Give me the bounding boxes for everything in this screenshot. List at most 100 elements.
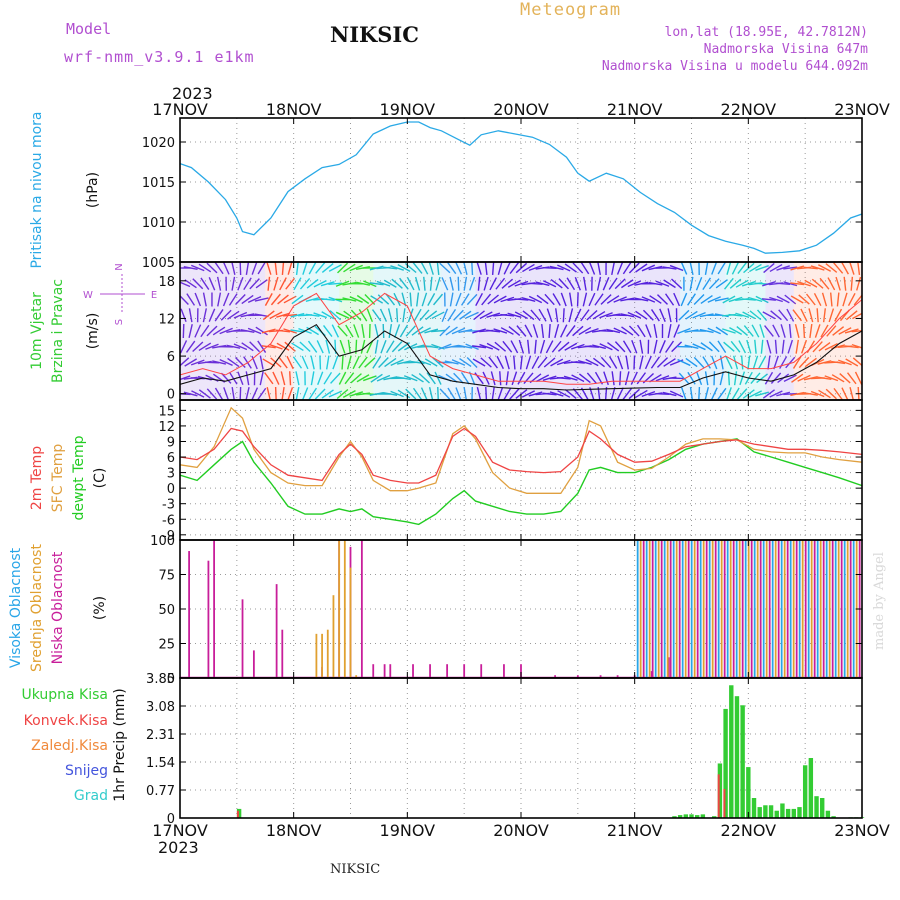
wind-barb xyxy=(475,293,483,306)
wind-barb xyxy=(499,371,502,386)
wind-barb xyxy=(460,293,470,306)
wind-barb xyxy=(289,371,292,386)
wind-barb xyxy=(752,355,759,370)
station-altitude: Nadmorska Visina 647m xyxy=(703,42,868,57)
wind-barb xyxy=(220,309,232,321)
wind-barb xyxy=(391,341,403,353)
wind-barb xyxy=(183,391,198,397)
wind-barb xyxy=(656,357,669,368)
wind-barb xyxy=(588,292,596,307)
wind-speed-line xyxy=(180,323,862,391)
wind-unit: (m/s) xyxy=(85,313,101,350)
wind-barb xyxy=(490,371,496,386)
wind-barb xyxy=(582,292,588,307)
wind-barb xyxy=(819,277,830,290)
y-tick-label: 1015 xyxy=(142,176,175,191)
x-tick-label-bottom: 23NOV xyxy=(834,821,890,840)
wind-barb xyxy=(321,263,334,273)
wind-barb xyxy=(266,387,271,400)
wind-barb xyxy=(627,311,641,319)
y-tick-label: 0 xyxy=(167,482,175,497)
wind-barb xyxy=(430,329,446,333)
wind-barb xyxy=(812,341,823,353)
wind-barb xyxy=(737,388,748,400)
wind-barb xyxy=(791,373,804,383)
wind-barb xyxy=(613,327,627,335)
precip-bar xyxy=(717,774,720,818)
wind-barb xyxy=(818,389,831,399)
wind-barb xyxy=(585,358,599,367)
wind-barb xyxy=(485,386,488,400)
wind-barb xyxy=(762,389,775,399)
temp-unit: (C) xyxy=(92,468,108,489)
wind-barb xyxy=(353,324,360,338)
wind-barb xyxy=(759,324,765,338)
wind-barb xyxy=(228,293,238,306)
x-tick-label-bottom: 22NOV xyxy=(721,821,777,840)
wind-barb xyxy=(650,309,660,322)
wind-barb xyxy=(231,262,236,275)
wind-barb xyxy=(503,262,512,275)
wind-barb xyxy=(474,372,484,385)
precip-bar xyxy=(712,816,717,818)
wind-barb xyxy=(556,376,571,380)
wind-barb xyxy=(531,356,540,369)
precip-bar xyxy=(768,805,774,818)
wind-barb xyxy=(635,263,648,273)
wind-barb xyxy=(212,360,227,365)
wind-barb xyxy=(809,323,813,339)
station-title: NIKSIC xyxy=(330,22,419,47)
wind-barb xyxy=(477,276,481,291)
wind-barb xyxy=(247,296,262,303)
wind-barb xyxy=(700,342,713,352)
mid-cloud-title: Srednja Oblacnost xyxy=(29,544,45,672)
wind-barb xyxy=(465,343,479,351)
wind-barb xyxy=(522,310,535,321)
wind-barb xyxy=(414,276,421,291)
y-tick-label: 3.08 xyxy=(146,700,175,715)
wind-barb xyxy=(849,262,855,275)
wind-barb xyxy=(797,280,811,287)
wind-barb xyxy=(483,276,489,291)
wind-barb xyxy=(685,310,698,320)
wind-barb xyxy=(516,325,527,337)
wind-barb xyxy=(361,323,365,339)
pressure-line xyxy=(180,121,862,254)
y-tick-label: 1010 xyxy=(142,216,175,231)
wind-barb xyxy=(231,276,236,291)
wind-barb xyxy=(719,371,725,386)
wind-barb xyxy=(689,386,694,400)
wind-barb xyxy=(208,277,216,291)
precip-bar xyxy=(751,798,757,818)
wind-barb xyxy=(821,292,828,307)
wind-barb xyxy=(568,308,574,323)
y-tick-label: 9 xyxy=(167,435,175,450)
wind-barb xyxy=(397,264,411,272)
wind-barb xyxy=(542,392,557,396)
wind-barb xyxy=(399,324,409,338)
precip-bar xyxy=(723,788,726,818)
x-tick-label-top: 22NOV xyxy=(721,100,777,119)
wind-barb xyxy=(743,325,754,337)
wind-barb xyxy=(328,390,343,398)
wind-barb xyxy=(829,292,833,307)
wind-barb xyxy=(237,276,244,291)
wind-barb xyxy=(708,278,720,290)
wind-barb xyxy=(565,325,576,337)
x-tick-label-top: 23NOV xyxy=(834,100,890,119)
wind-barb xyxy=(659,340,666,354)
wind-barb xyxy=(356,281,370,286)
wind-barb xyxy=(733,371,738,386)
y-tick-label: 18 xyxy=(158,275,175,290)
wind-barb xyxy=(292,356,303,369)
wind-barb xyxy=(247,327,262,335)
wind-barb xyxy=(228,371,238,385)
wind-barb xyxy=(766,339,772,354)
wind-barb xyxy=(627,280,641,288)
wind-barb xyxy=(394,324,401,338)
wind-barb xyxy=(243,277,252,291)
wind-barb xyxy=(769,390,783,398)
wind-barb xyxy=(783,281,798,287)
wind-barb xyxy=(419,309,430,321)
